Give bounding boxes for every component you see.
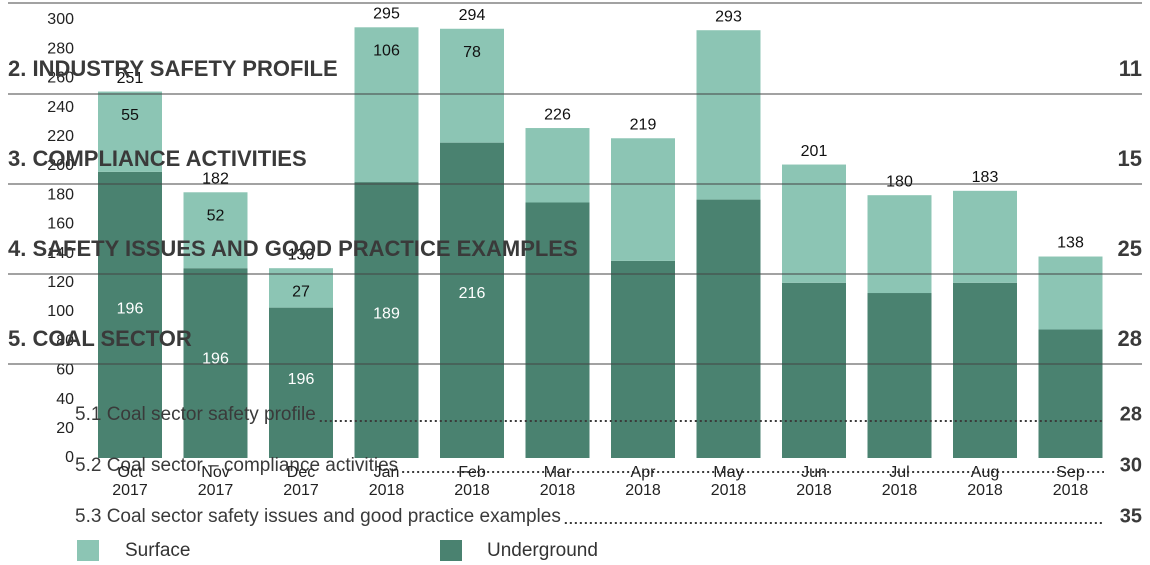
bar-segment bbox=[867, 195, 932, 294]
total-label: 251 bbox=[117, 70, 144, 87]
bar-segment bbox=[782, 282, 846, 458]
x-tick-label: May 2018 bbox=[710, 464, 747, 499]
bar-segment bbox=[440, 142, 504, 458]
inner-label: 189 bbox=[373, 306, 400, 323]
toc-page: 35 bbox=[1120, 505, 1142, 527]
data-label: 78 bbox=[463, 44, 481, 61]
total-label: 219 bbox=[630, 116, 657, 133]
legend-label: Surface bbox=[125, 540, 190, 561]
legend-swatch bbox=[77, 540, 99, 561]
toc-page: 30 bbox=[1120, 454, 1142, 476]
x-tick-label: Sep 2018 bbox=[1052, 464, 1089, 499]
x-tick-label: Nov 2017 bbox=[197, 464, 234, 499]
y-tick-label: 200 bbox=[47, 157, 74, 174]
y-tick-label: 100 bbox=[47, 303, 74, 320]
bar-segment bbox=[611, 260, 675, 458]
data-label: 27 bbox=[292, 283, 310, 300]
x-tick-label: Oct 2017 bbox=[112, 464, 148, 499]
bar-segment bbox=[269, 307, 333, 458]
bar-segment bbox=[183, 192, 248, 269]
bar-segment bbox=[1038, 329, 1103, 458]
y-tick-label: 120 bbox=[47, 274, 74, 291]
bar-segment bbox=[696, 30, 761, 200]
bar-segment bbox=[867, 293, 932, 458]
bar-segment bbox=[953, 282, 1017, 458]
total-label: 183 bbox=[972, 169, 999, 186]
x-tick-label: Mar 2018 bbox=[539, 464, 576, 499]
x-tick-label: Jan 2018 bbox=[368, 464, 405, 499]
inner-label: 216 bbox=[459, 285, 486, 302]
total-label: 180 bbox=[886, 173, 913, 190]
x-tick-label: Apr 2018 bbox=[625, 464, 661, 499]
bar-segment bbox=[525, 128, 590, 203]
y-tick-label: 20 bbox=[56, 420, 74, 437]
x-tick-label: Feb 2018 bbox=[454, 464, 490, 499]
y-tick-label: 60 bbox=[56, 362, 74, 379]
toc-page: 25 bbox=[1118, 236, 1142, 261]
bar-segment bbox=[98, 171, 162, 458]
toc-page: 15 bbox=[1118, 146, 1142, 171]
y-tick-label: 220 bbox=[47, 128, 74, 145]
toc-section: 5. COAL SECTOR bbox=[8, 326, 192, 351]
bar-segment bbox=[611, 138, 675, 261]
bar-segment bbox=[354, 182, 419, 458]
total-label: 294 bbox=[459, 7, 486, 24]
y-tick-label: 140 bbox=[47, 245, 74, 262]
bar-segment bbox=[98, 91, 162, 172]
bar-segment bbox=[953, 190, 1017, 283]
y-tick-label: 160 bbox=[47, 216, 74, 233]
data-label: 55 bbox=[121, 107, 139, 124]
bar-segment bbox=[183, 268, 248, 458]
legend-label: Underground bbox=[487, 540, 598, 561]
toc-subsection: 5.3 Coal sector safety issues and good p… bbox=[75, 506, 561, 527]
y-tick-label: 280 bbox=[47, 40, 74, 57]
bar-segment bbox=[440, 28, 504, 143]
y-tick-label: 40 bbox=[56, 391, 74, 408]
inner-label: 196 bbox=[202, 351, 229, 368]
total-label: 138 bbox=[1057, 235, 1084, 252]
toc-section: 3. COMPLIANCE ACTIVITIES bbox=[8, 146, 307, 171]
toc-subsection: 5.1 Coal sector safety profile bbox=[75, 404, 316, 425]
total-label: 201 bbox=[801, 143, 828, 160]
total-label: 293 bbox=[715, 8, 742, 25]
y-tick-label: 240 bbox=[47, 99, 74, 116]
toc-subsection: 5.2 Coal sector – compliance activities bbox=[75, 455, 398, 476]
toc-page: 28 bbox=[1120, 403, 1142, 425]
total-label: 182 bbox=[202, 170, 229, 187]
x-tick-label: Jun 2018 bbox=[796, 464, 832, 499]
toc-page: 11 bbox=[1119, 56, 1142, 81]
total-label: 226 bbox=[544, 106, 571, 123]
y-tick-label: 260 bbox=[47, 70, 74, 87]
y-tick-label: 80 bbox=[56, 332, 74, 349]
total-label: 130 bbox=[288, 246, 315, 263]
toc-page: 28 bbox=[1118, 326, 1142, 351]
x-tick-label: Jul 2018 bbox=[881, 464, 918, 499]
toc-section: 2. INDUSTRY SAFETY PROFILE bbox=[8, 56, 338, 81]
data-label: 52 bbox=[207, 207, 225, 224]
toc-section: 4. SAFETY ISSUES AND GOOD PRACTICE EXAMP… bbox=[8, 236, 578, 261]
y-tick-label: 180 bbox=[47, 186, 74, 203]
legend-swatch bbox=[440, 540, 462, 561]
x-tick-label: Dec 2017 bbox=[283, 464, 319, 499]
inner-label: 196 bbox=[117, 300, 144, 317]
bar-segment bbox=[782, 164, 846, 283]
y-tick-label: 0 bbox=[65, 449, 74, 466]
bar-segment bbox=[525, 202, 590, 458]
total-label: 295 bbox=[373, 6, 400, 23]
bar-segment bbox=[1038, 256, 1103, 330]
bar-segment bbox=[269, 268, 333, 308]
data-label: 106 bbox=[373, 43, 400, 60]
bar-segment bbox=[696, 199, 761, 458]
inner-label: 196 bbox=[288, 371, 315, 388]
y-tick-label: 300 bbox=[47, 11, 74, 28]
bar-segment bbox=[354, 27, 419, 183]
x-tick-label: Aug 2018 bbox=[967, 464, 1003, 499]
